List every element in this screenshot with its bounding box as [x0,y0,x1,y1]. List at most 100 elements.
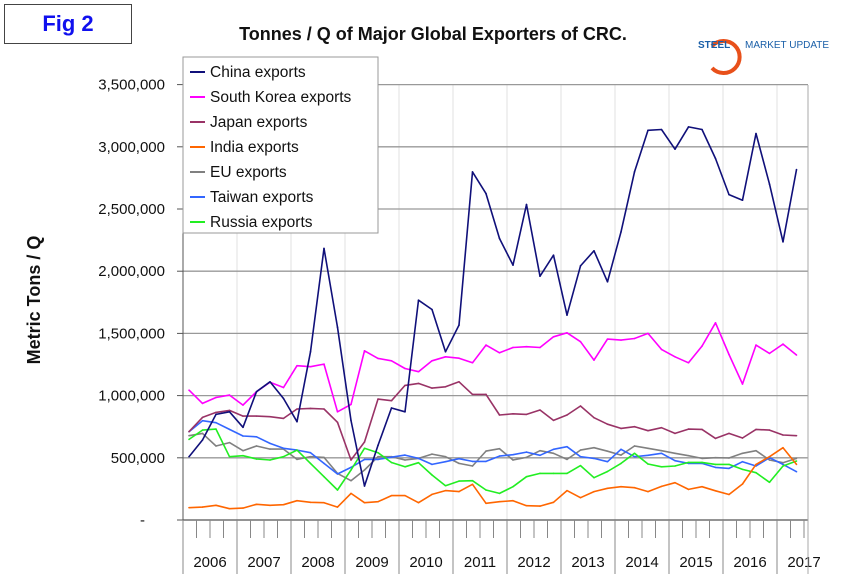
x-axis: 2006 2007 2008 2009 2010 2011 2012 2013 2014 2015… [182,85,821,574]
data-point [701,345,703,347]
data-point [593,416,595,419]
data-point [687,126,690,128]
data-point [417,457,420,460]
data-point [390,461,393,464]
data-point [795,457,798,460]
data-point [539,346,541,349]
y-tick-label: 1,500,000 [98,325,165,342]
data-point [552,335,555,338]
data-point [282,397,285,400]
data-point [782,446,784,449]
data-point [782,343,784,345]
data-point [485,460,487,463]
y-tick-label: 2,500,000 [98,201,165,218]
data-point [269,504,271,507]
y-tick-label: 2,000,000 [98,263,165,280]
data-point [660,465,663,468]
data-point [201,506,204,508]
data-point [647,429,649,432]
data-point [647,129,649,132]
data-point [309,462,312,465]
data-point [242,435,244,437]
legend-label: South Korea exports [210,89,352,106]
data-point [282,386,285,389]
data-point [674,465,676,467]
data-point [687,461,690,464]
legend-label: Russia exports [210,214,313,231]
data-point [498,492,501,495]
data-point [633,425,636,428]
data-point [323,247,325,250]
data-point [701,128,703,131]
data-point [350,419,352,422]
data-point [323,456,325,459]
data-point [215,411,217,414]
data-point [404,454,406,456]
data-point [660,452,663,455]
data-point [417,501,420,504]
data-point [539,505,541,507]
data-point [633,452,636,455]
data-point [363,447,366,450]
data-point [525,345,528,348]
data-point [674,452,676,455]
data-point [539,454,541,457]
data-point [593,457,595,460]
data-point [269,448,271,450]
data-point [620,462,622,465]
data-point [188,438,190,441]
y-tick-label: 1,000,000 [98,388,165,405]
legend-label: India exports [210,139,299,156]
data-point [606,487,609,490]
data-point [215,428,217,430]
data-point [660,426,663,429]
data-point [323,475,325,478]
figure-label: Fig 2 [4,4,132,44]
data-point [498,447,501,450]
data-point [512,499,514,502]
data-point [377,500,379,503]
data-point [431,359,433,362]
data-point [728,353,730,356]
legend: China exports South Korea exports Japan ex… [182,56,379,234]
data-point [579,455,582,458]
data-point [458,490,460,493]
data-point [363,469,366,471]
data-point [498,414,501,416]
data-point [741,437,744,439]
data-point [795,354,798,356]
data-point [336,489,339,491]
series-russia-exports [188,428,798,495]
data-point [390,494,393,497]
data-point [444,455,447,458]
data-point [579,464,582,467]
data-point [795,434,798,437]
y-axis-label: Metric Tons / Q [24,236,44,365]
data-point [498,500,501,503]
data-point [201,402,204,405]
year-label: 2007 [247,554,280,571]
data-point [782,463,784,466]
legend-item: South Korea exports [190,89,352,106]
y-tick-label: 3,000,000 [98,139,165,156]
data-point [606,460,609,463]
data-point [485,489,487,491]
data-point [768,455,771,458]
data-point [687,488,690,491]
data-point [782,241,784,243]
data-point [417,382,420,385]
data-point [633,337,636,340]
series-line [188,428,797,495]
y-tick-label: 3,500,000 [98,77,165,94]
data-point [606,423,609,426]
data-point [485,502,487,505]
year-label: 2017 [787,554,820,571]
data-point [525,456,528,459]
data-point [566,414,568,416]
series-japan-exports [188,380,798,461]
data-point [255,458,258,460]
data-point [336,421,339,424]
data-point [620,427,622,430]
data-point [687,428,690,430]
